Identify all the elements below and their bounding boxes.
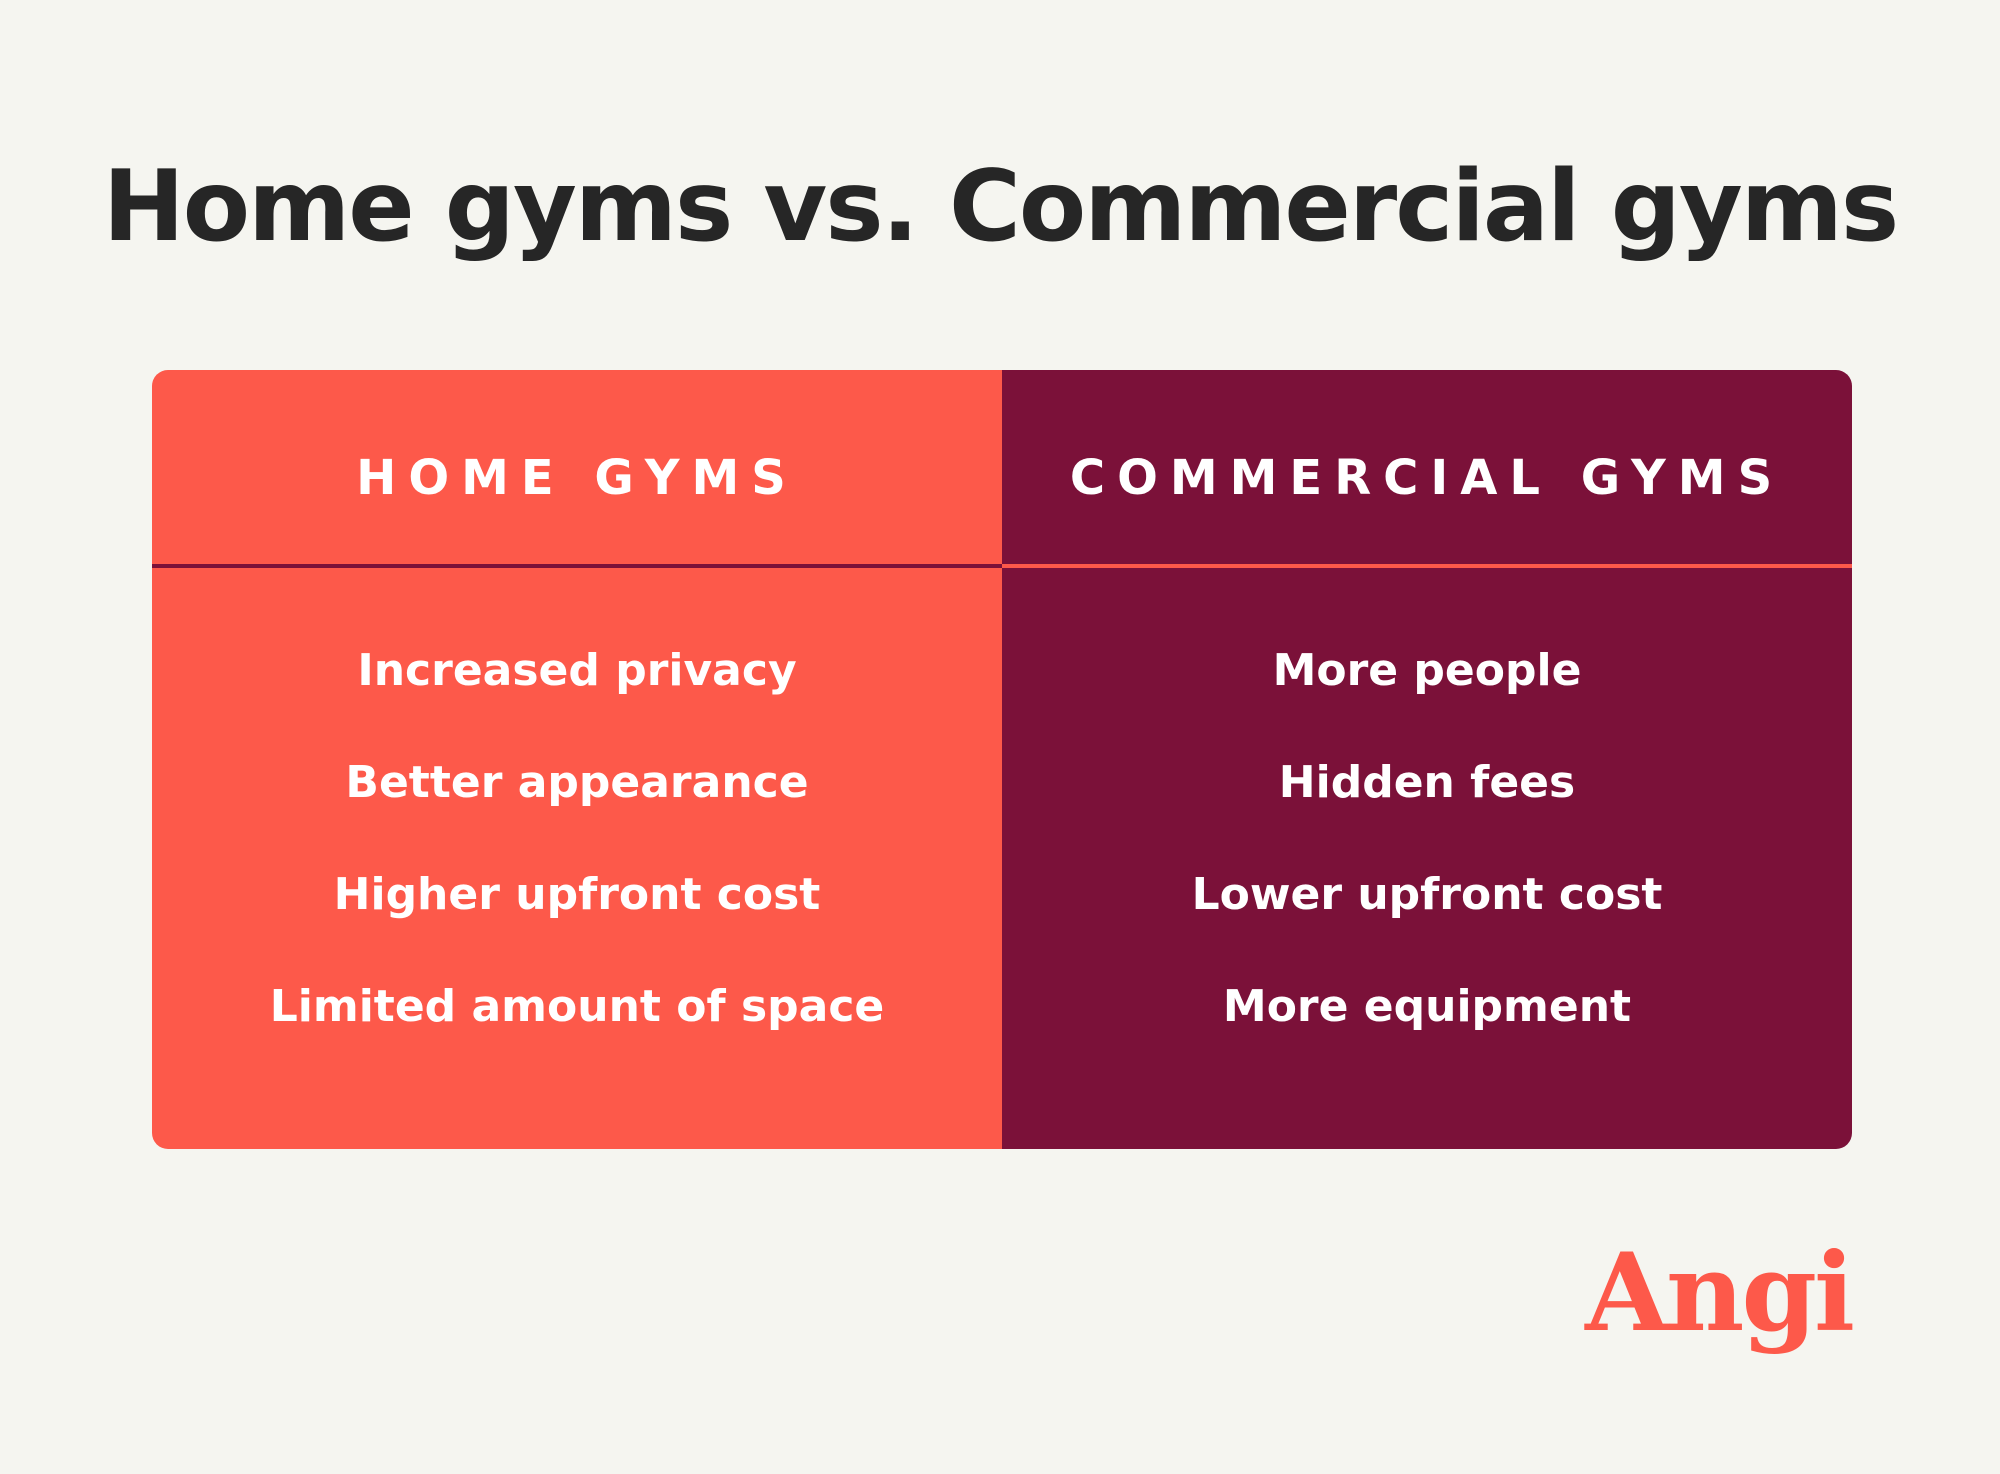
divider bbox=[1002, 564, 1852, 568]
title: Home gyms vs. Commercial gyms bbox=[102, 150, 1899, 264]
comparison-table: HOME GYMS Increased privacy Better appear… bbox=[152, 370, 1852, 1149]
column: COMMERCIAL GYMS More people Hidden fees Lo… bbox=[1002, 370, 1852, 1149]
divider bbox=[152, 564, 1002, 568]
logo: Angi bbox=[1585, 1230, 1855, 1356]
list-item: Better appearance bbox=[345, 757, 809, 808]
column: HOME GYMS Increased privacy Better appear… bbox=[152, 370, 1002, 1149]
list-item: Increased privacy bbox=[357, 645, 797, 696]
list-item: Lower upfront cost bbox=[1191, 869, 1663, 920]
list-item: Higher upfront cost bbox=[333, 869, 821, 920]
list-item: Limited amount of space bbox=[269, 981, 885, 1032]
list-item: More equipment bbox=[1222, 981, 1632, 1032]
list-item: More people bbox=[1272, 645, 1582, 696]
column-heading: HOME GYMS bbox=[356, 450, 798, 506]
list-item: Hidden fees bbox=[1278, 757, 1576, 808]
column-heading: COMMERCIAL GYMS bbox=[1069, 450, 1785, 506]
